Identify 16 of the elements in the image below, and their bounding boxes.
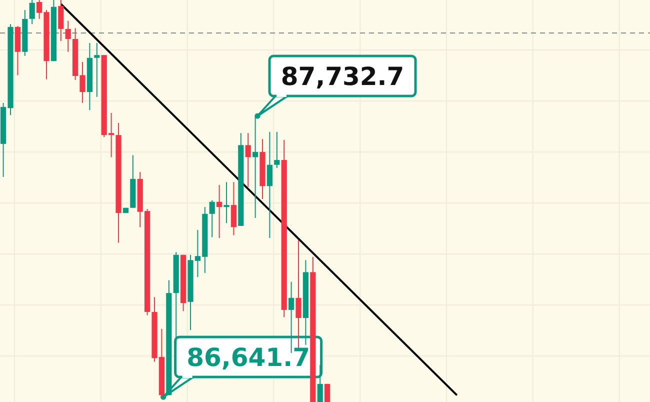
candlestick	[216, 184, 222, 238]
annotation: 87,732.7	[280, 62, 404, 91]
candlestick	[65, 20, 71, 52]
candlestick	[252, 116, 258, 218]
candlestick	[296, 239, 302, 349]
candlestick	[324, 383, 330, 402]
candlestick	[58, 0, 64, 42]
candlestick	[224, 182, 230, 224]
candlestick	[266, 131, 272, 238]
candlestick	[209, 200, 215, 238]
candlestick	[29, 0, 35, 25]
annotation: 86,641.7	[186, 343, 310, 372]
candlestick	[274, 131, 280, 169]
candlestick	[94, 42, 100, 98]
candlestick	[230, 182, 236, 236]
candlestick	[245, 132, 251, 188]
